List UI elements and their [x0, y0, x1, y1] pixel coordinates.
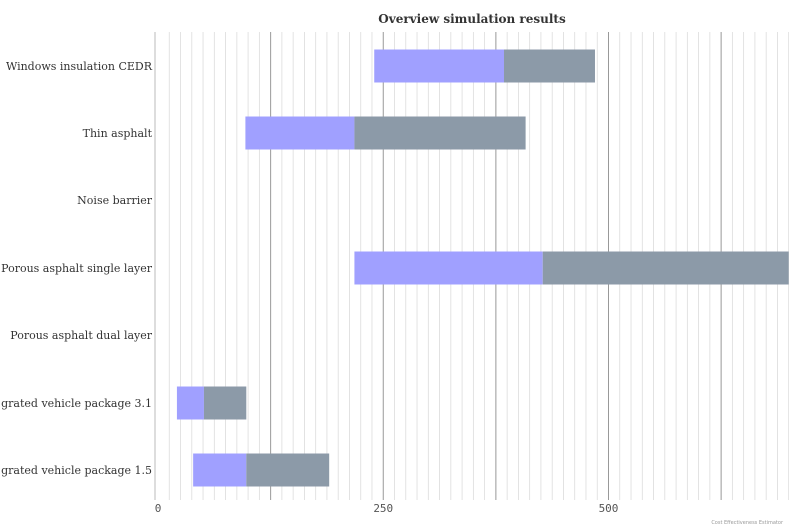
- bar-segment: [354, 251, 543, 285]
- bar-segment: [374, 49, 504, 83]
- bar-segment: [176, 386, 204, 420]
- bar-segment: [203, 386, 247, 420]
- category-label: grated vehicle package 3.1: [1, 397, 152, 410]
- bar-segment: [542, 251, 789, 285]
- category-label: Noise barrier: [77, 194, 153, 207]
- x-tick-label: 0: [155, 502, 162, 515]
- category-label: Porous asphalt dual layer: [10, 329, 153, 342]
- category-label: Windows insulation CEDR: [6, 60, 153, 73]
- bar-segment: [245, 116, 355, 150]
- bar-segment: [246, 453, 330, 487]
- bar-segment: [354, 116, 526, 150]
- category-label: Thin asphalt: [83, 127, 153, 140]
- footer-note: Cost Effectiveness Estimator: [711, 520, 783, 526]
- x-tick-label: 250: [373, 502, 393, 515]
- category-label: Porous asphalt single layer: [1, 262, 153, 275]
- x-tick-label: 500: [599, 502, 619, 515]
- bar-segment: [503, 49, 595, 83]
- bar-segment: [193, 453, 247, 487]
- category-label: grated vehicle package 1.5: [1, 464, 152, 477]
- chart-title: Overview simulation results: [378, 12, 566, 26]
